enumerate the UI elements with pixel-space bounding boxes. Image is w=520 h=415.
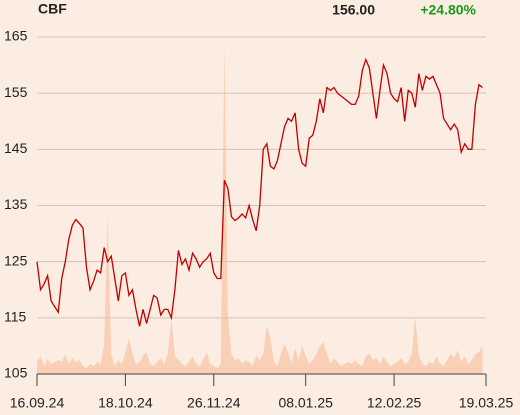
y-tick-label: 165 bbox=[4, 28, 28, 44]
y-tick-label: 105 bbox=[4, 365, 28, 381]
x-tick-label: 26.11.24 bbox=[187, 395, 241, 411]
y-tick-label: 155 bbox=[4, 84, 28, 100]
y-tick-label: 115 bbox=[4, 309, 27, 325]
x-tick-label: 12.02.25 bbox=[367, 395, 422, 411]
ticker: CBF bbox=[38, 1, 67, 17]
price-line bbox=[36, 57, 483, 327]
x-tick-label: 08.01.25 bbox=[278, 395, 333, 411]
change: +24.80% bbox=[420, 2, 476, 18]
x-tick-label: 18.10.24 bbox=[98, 395, 153, 411]
last-price: 156.00 bbox=[332, 2, 375, 18]
x-tick-label: 19.03.25 bbox=[459, 395, 514, 411]
y-tick-label: 135 bbox=[4, 196, 28, 212]
x-tick-label: 16.09.24 bbox=[10, 395, 65, 411]
y-tick-label: 125 bbox=[4, 252, 28, 268]
y-tick-label: 145 bbox=[4, 140, 28, 156]
